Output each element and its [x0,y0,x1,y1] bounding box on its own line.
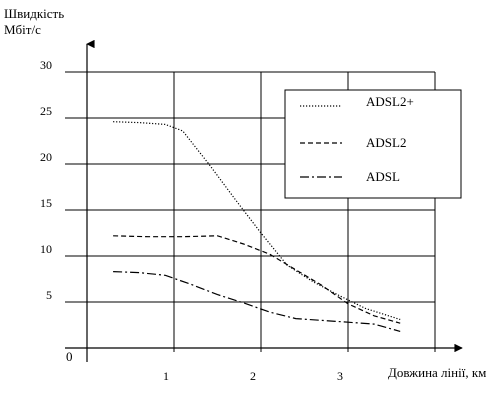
y-tick-label-30: 30 [40,58,52,72]
y-tick-label-15: 15 [40,196,52,210]
series-line-adsl [113,271,401,332]
y-axis-label-line2: Мбіт/с [4,22,41,37]
series-line-adsl2plus [113,121,401,321]
legend-label-adsl: ADSL [366,169,400,184]
y-tick-label-25: 25 [40,104,52,118]
y-tick-label-5: 5 [46,288,52,302]
y-axis-label-line1: Швидкість [4,6,65,21]
y-tick-label-10: 10 [40,242,52,256]
x-tick-label-2: 2 [250,369,256,383]
legend-box [284,89,462,199]
y-tick-label-20: 20 [40,150,52,164]
x-tick-label-1: 1 [163,369,169,383]
legend-label-adsl2plus: ADSL2+ [366,94,414,109]
x-axis-label: Довжина лінії, км [388,365,487,380]
origin-label: 0 [66,349,73,364]
series-line-adsl2 [113,235,401,324]
legend-label-adsl2: ADSL2 [366,135,406,150]
x-tick-label-3: 3 [337,369,343,383]
